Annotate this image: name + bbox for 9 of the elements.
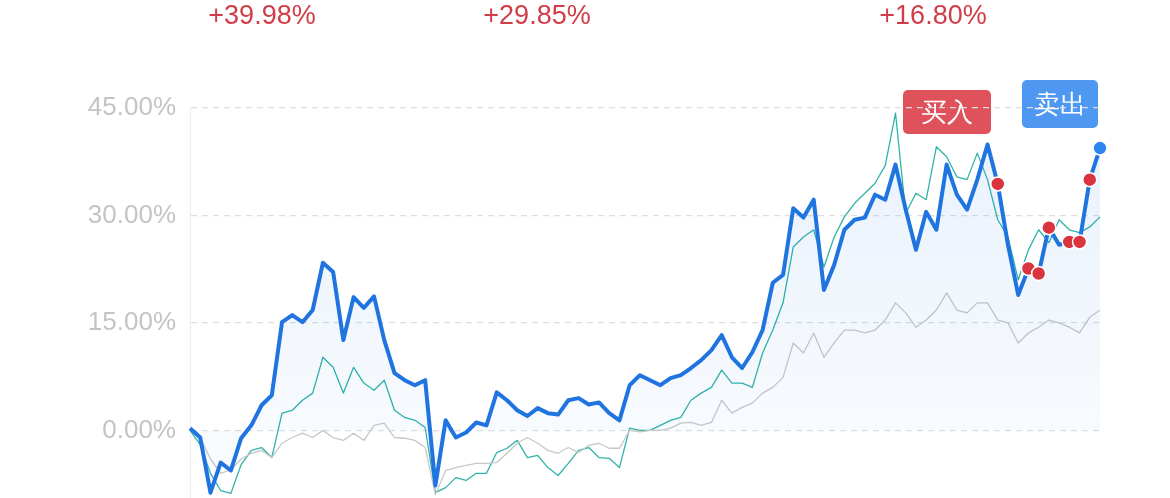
buy-tag: 买入 [902,89,991,134]
y-tick-label: 45.00% [87,91,176,122]
text: +39.98% [208,0,316,30]
text: +29.85% [483,0,591,30]
y-tick-label: 0.00% [102,413,176,444]
text: +16.80% [879,0,987,30]
y-tick-label: 15.00% [87,306,176,337]
sell-tag: 卖出 [1022,80,1098,129]
y-tick-label: 30.00% [87,198,176,229]
